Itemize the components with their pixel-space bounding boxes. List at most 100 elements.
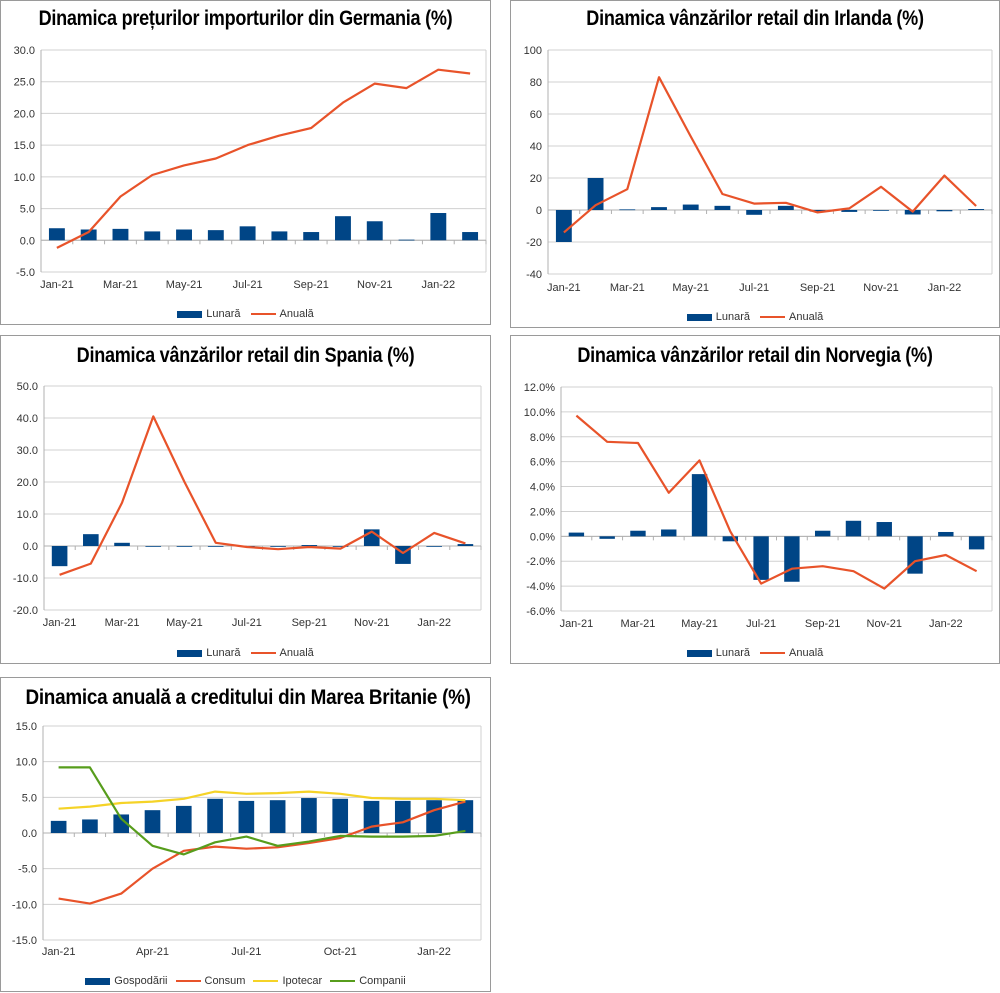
legend-swatch-line <box>760 316 785 318</box>
y-tick-label: 20.0 <box>14 108 35 120</box>
legend-swatch-line <box>253 980 278 982</box>
x-tick-label: May-21 <box>681 618 718 630</box>
bar-lunara <box>968 209 984 210</box>
bar-lunara <box>651 207 667 210</box>
legend-swatch-line <box>330 980 355 982</box>
bar-lunara <box>144 231 160 240</box>
legend-label: Gospodării <box>114 975 167 987</box>
x-tick-label: Mar-21 <box>105 617 140 629</box>
legend-item-gospodarii: Gospodării <box>85 975 167 987</box>
y-tick-label: 20.0 <box>17 477 38 489</box>
x-tick-label: Nov-21 <box>357 279 392 291</box>
x-tick-label: Jan-22 <box>417 946 451 958</box>
x-tick-label: Mar-21 <box>610 282 645 294</box>
x-tick-label: May-21 <box>672 282 709 294</box>
y-tick-label: -40 <box>526 269 542 281</box>
bar-lunara <box>569 533 584 537</box>
x-tick-label: Jul-21 <box>746 618 776 630</box>
bar-gospodarii <box>458 800 474 833</box>
y-tick-label: 100 <box>524 45 542 57</box>
y-tick-label: 40.0 <box>17 413 38 425</box>
bar-lunara <box>208 230 224 240</box>
bar-lunara <box>938 532 953 536</box>
bar-lunara <box>177 546 193 547</box>
y-tick-label: -20 <box>526 237 542 249</box>
y-tick-label: 25.0 <box>14 77 35 89</box>
bar-gospodarii <box>426 800 442 833</box>
chart-panel-spania: Dinamica vânzărilor retail din Spania (%… <box>0 335 491 664</box>
x-tick-label: May-21 <box>166 279 203 291</box>
legend-swatch-bar <box>687 650 712 657</box>
x-tick-label: Apr-21 <box>136 946 169 958</box>
bar-lunara <box>778 206 794 210</box>
y-tick-label: 2.0% <box>530 506 555 518</box>
bar-gospodarii <box>332 799 348 833</box>
bar-lunara <box>145 546 161 547</box>
bar-lunara <box>907 536 922 573</box>
x-tick-label: Jan-21 <box>40 279 74 291</box>
y-tick-label: 10.0 <box>17 509 38 521</box>
bar-lunara <box>176 230 192 241</box>
legend-swatch-line <box>251 652 276 654</box>
legend-label: Lunară <box>716 647 750 659</box>
bar-lunara <box>661 529 676 536</box>
bar-lunara <box>302 545 318 546</box>
x-tick-label: Jul-21 <box>232 617 262 629</box>
plot-area: -6.0%-4.0%-2.0%0.0%2.0%4.0%6.0%8.0%10.0%… <box>511 336 1000 665</box>
legend-label: Companii <box>359 975 405 987</box>
legend-item-anuala: Anuală <box>251 647 314 659</box>
bar-lunara <box>49 228 65 240</box>
bar-lunara <box>746 210 762 215</box>
bar-gospodarii <box>395 801 411 833</box>
y-tick-label: 5.0 <box>22 792 37 804</box>
bar-gospodarii <box>51 821 67 833</box>
y-tick-label: -5.0 <box>18 864 37 876</box>
x-tick-label: May-21 <box>166 617 203 629</box>
x-tick-label: Sep-21 <box>292 617 327 629</box>
bar-lunara <box>367 221 383 240</box>
y-tick-label: 60 <box>530 109 542 121</box>
legend-label: Anuală <box>280 308 314 320</box>
legend-label: Lunară <box>206 308 240 320</box>
x-tick-label: Oct-21 <box>324 946 357 958</box>
legend-label: Anuală <box>280 647 314 659</box>
line-anuala <box>564 77 976 232</box>
y-tick-label: -10.0 <box>12 899 37 911</box>
x-tick-label: Mar-21 <box>621 618 656 630</box>
bar-gospodarii <box>176 806 192 833</box>
y-tick-label: 0.0 <box>23 541 38 553</box>
legend-label: Lunară <box>206 647 240 659</box>
legend-item-anuala: Anuală <box>251 308 314 320</box>
legend-swatch-line <box>176 980 201 982</box>
y-tick-label: 4.0% <box>530 482 555 494</box>
legend-swatch-bar <box>687 314 712 321</box>
legend-item-ipotecar: Ipotecar <box>253 975 322 987</box>
x-tick-label: Jan-21 <box>43 617 77 629</box>
y-tick-label: 10.0 <box>16 757 37 769</box>
x-tick-label: Mar-21 <box>103 279 138 291</box>
legend-label: Anuală <box>789 311 823 323</box>
line-anuala <box>60 416 466 574</box>
bar-lunara <box>784 536 799 581</box>
y-tick-label: 15.0 <box>14 140 35 152</box>
y-tick-label: 0 <box>536 205 542 217</box>
bar-lunara <box>335 216 351 240</box>
bar-lunara <box>430 213 446 240</box>
x-tick-label: Sep-21 <box>805 618 840 630</box>
legend-item-lunara: Lunară <box>687 311 750 323</box>
bar-lunara <box>83 534 99 546</box>
line-anuala <box>57 70 470 248</box>
legend-label: Ipotecar <box>282 975 322 987</box>
x-tick-label: Jul-21 <box>231 946 261 958</box>
bar-lunara <box>458 544 474 546</box>
bar-lunara <box>815 531 830 537</box>
y-tick-label: -4.0% <box>526 581 555 593</box>
y-tick-label: 50.0 <box>17 381 38 393</box>
legend: Lunară Anuală <box>511 311 999 323</box>
x-tick-label: Jan-22 <box>928 282 962 294</box>
bar-lunara <box>52 546 68 566</box>
y-tick-label: 0.0 <box>22 828 37 840</box>
bar-lunara <box>271 231 287 240</box>
x-tick-label: Jan-21 <box>560 618 594 630</box>
